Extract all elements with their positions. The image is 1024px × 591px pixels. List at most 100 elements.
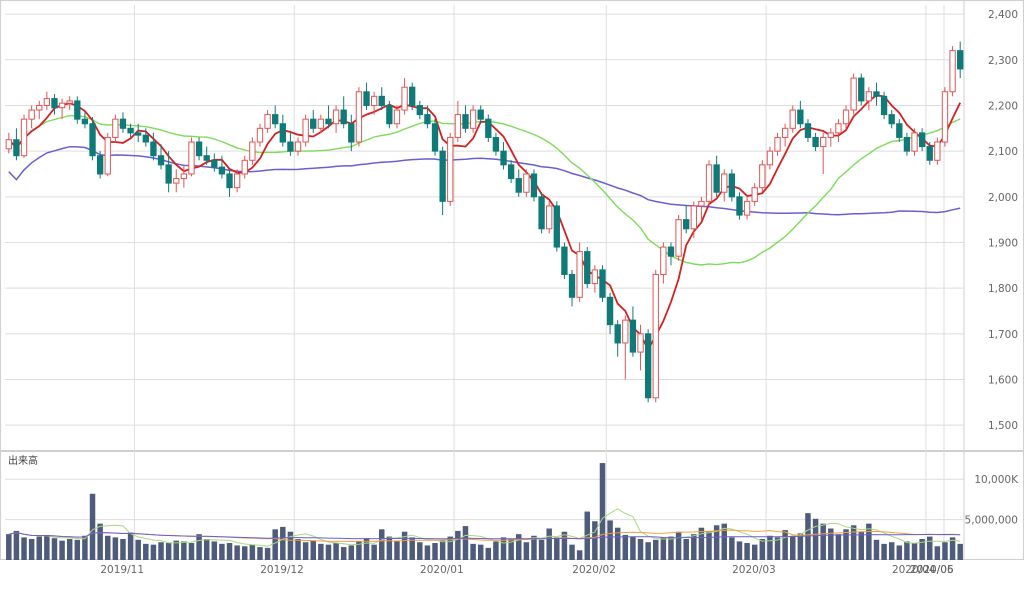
candle-body [797,109,804,125]
candle-up [576,242,583,302]
volume-bar [51,538,58,560]
candle-down [340,96,347,129]
month-tick-label: 2020/06 [910,564,954,576]
volume-bar [881,543,887,560]
volume-bar [721,523,727,560]
volume-bar [531,535,537,560]
volume-bar [82,535,88,560]
candle-down [599,265,606,302]
volume-bar [790,536,796,560]
volume-bar [683,539,689,560]
volume-bar [356,541,362,560]
volume-bar [188,543,195,560]
volume-bar [759,539,766,560]
candle-down [74,96,81,124]
volume-bar [843,529,849,560]
candle-body [409,86,416,106]
price-tick-label: 1,800 [988,283,1018,295]
candle-body [20,118,28,157]
candle-up [112,114,119,143]
volume-bar [287,531,294,560]
volume-bar [386,536,393,560]
volume-bar [569,544,575,560]
candle-body [287,141,294,152]
candle-body [820,136,827,148]
volume-bar [736,541,743,560]
volume-bar [44,534,50,560]
volume-bar [896,545,903,560]
candle-body [690,205,697,230]
candle-body [96,155,104,175]
volume-bar [379,529,385,560]
volume-bar [28,539,35,560]
candle-body [538,196,545,230]
candle-down [530,169,538,202]
candle-body [911,132,918,152]
candle-body [644,333,652,399]
candle-body [507,164,515,180]
candle-down [858,73,865,106]
candle-down [203,146,210,165]
candle-up [721,169,728,202]
volume-bar [797,533,804,560]
month-tick-label: 2019/11 [100,564,144,576]
volume-bar [219,543,225,560]
volume-bar [805,513,811,560]
volume-bar [173,540,179,560]
candle-body [272,114,279,125]
volume-bar [706,530,712,560]
candle-up [58,98,66,120]
candle-down [812,132,819,152]
candle-down [926,142,933,165]
candle-down [713,155,720,197]
candle-body [173,178,180,184]
volume-bar [6,534,12,560]
volume-bar [66,539,73,560]
volume-bar [264,547,271,560]
candle-down [431,119,439,156]
candle-body [393,109,401,125]
candle-body [781,127,789,138]
candle-body [424,114,431,125]
candle-body [835,123,842,134]
candle-down [515,169,522,197]
candle-up [690,201,697,238]
price-tick-label: 1,500 [988,420,1018,432]
price-tick-label: 2,300 [988,55,1018,67]
candle-up [256,123,264,147]
volume-bar [21,537,27,560]
candle-body [188,141,195,175]
volume-bar [858,531,864,560]
candle-up [469,105,477,133]
candle-body [705,164,713,202]
volume-bar [417,542,423,560]
volume-bar [424,545,431,560]
candle-body [180,173,188,180]
volume-bar [401,531,408,560]
candle-down [888,110,895,129]
volume-bar [919,539,925,560]
volume-bar [660,537,667,560]
candle-up [454,100,462,143]
candle-body [606,296,614,326]
candle-body [340,109,347,125]
candle-down [218,155,226,179]
volume-bar [584,511,590,560]
volume-bar [904,541,910,560]
volume-bar [477,544,484,560]
candle-up [766,146,774,170]
volume-bar [927,536,933,560]
volume-bar [774,537,781,560]
candle-up [546,201,553,234]
candle-down [644,329,652,403]
price-panel-border [0,0,1024,451]
volume-bar [135,539,141,560]
volume-bar [523,542,530,560]
candle-up [705,160,713,206]
candle-up [941,87,949,147]
candle-body [568,273,576,298]
candle-body [728,173,736,198]
candle-body [485,118,492,138]
candle-body [591,269,599,285]
volume-bar [500,537,507,560]
